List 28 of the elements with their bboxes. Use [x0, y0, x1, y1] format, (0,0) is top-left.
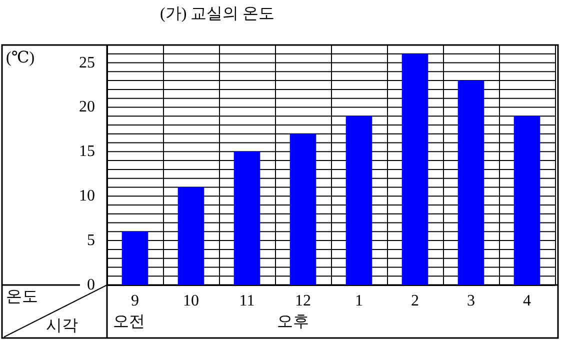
x-axis-title: 시각: [46, 318, 78, 334]
bar: [234, 152, 260, 285]
y-tick-label: 0: [87, 276, 95, 294]
bar: [346, 116, 372, 285]
bar: [178, 187, 204, 285]
x-tick-label: 11: [239, 292, 255, 310]
text: 온도: [6, 288, 38, 306]
x-tick-label: 1: [355, 292, 363, 310]
bar: [514, 116, 540, 285]
y-tick-label: 5: [87, 232, 95, 250]
y-tick-label: 25: [79, 54, 95, 72]
x-tick-label: 3: [467, 292, 475, 310]
x-tick-label: 10: [183, 292, 199, 310]
x-tick-label: 12: [295, 292, 311, 310]
x-tick-label: 9: [131, 292, 139, 310]
y-tick-label: 15: [79, 143, 95, 160]
text: 오전: [113, 314, 145, 330]
x-tick-label: 2: [411, 292, 419, 310]
y-tick-label: 20: [79, 98, 95, 116]
chart-title: (가) 교실의 온도: [160, 6, 275, 22]
bar: [290, 134, 316, 285]
text: 오후: [277, 314, 309, 330]
x-tick-label: 4: [523, 292, 531, 310]
bar: [402, 54, 428, 285]
bar: [122, 232, 148, 285]
y-tick-label: 10: [79, 188, 95, 205]
bar: [458, 80, 484, 285]
y-axis-title: (℃): [6, 50, 35, 66]
